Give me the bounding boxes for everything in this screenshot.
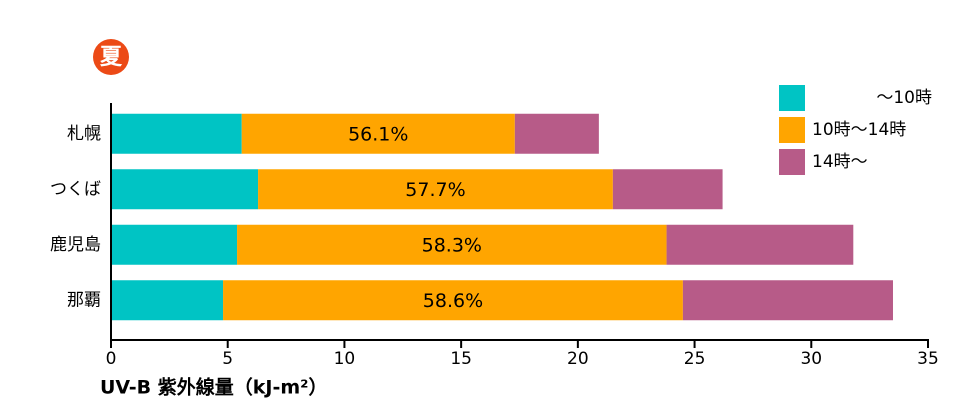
y-tick-label: 鹿児島 [50, 235, 101, 255]
legend-label: 〜10時 [876, 88, 932, 108]
legend-swatch [779, 85, 805, 111]
legend-swatch [779, 117, 805, 143]
x-tick-label: 30 [800, 349, 822, 369]
y-tick-label: 那覇 [67, 290, 101, 310]
x-tick-label: 15 [450, 349, 472, 369]
bar-segment [682, 280, 893, 321]
legend-label: 10時〜14時 [812, 120, 906, 140]
bar-segment [258, 169, 613, 210]
x-tick-label: 10 [334, 349, 356, 369]
bar-segment [237, 224, 667, 265]
bar-segment [241, 113, 515, 154]
legend-swatch [779, 149, 805, 175]
y-tick-label: 札幌 [67, 124, 101, 144]
y-tick-label: つくば [50, 179, 101, 199]
x-axis-label: UV-B 紫外線量（kJ-m²） [100, 376, 327, 399]
x-tick-label: 20 [567, 349, 589, 369]
share-label: 57.7% [405, 179, 465, 201]
bar-segment [111, 224, 238, 265]
season-badge-text: 夏 [100, 45, 123, 70]
bar-segment [514, 113, 599, 154]
bar-segment [111, 113, 242, 154]
legend-label: 14時〜 [812, 152, 868, 172]
bar-segment [111, 280, 224, 321]
bar-segment [666, 224, 854, 265]
x-tick-label: 25 [684, 349, 706, 369]
bar-segment [223, 280, 683, 321]
bar-segment [111, 169, 259, 210]
share-label: 56.1% [348, 123, 408, 145]
share-label: 58.6% [423, 290, 483, 312]
season-badge [93, 39, 129, 75]
x-tick-label: 0 [106, 349, 117, 369]
x-tick-label: 5 [222, 349, 233, 369]
share-label: 58.3% [422, 234, 482, 256]
x-tick-label: 35 [917, 349, 939, 369]
bar-segment [612, 169, 723, 210]
